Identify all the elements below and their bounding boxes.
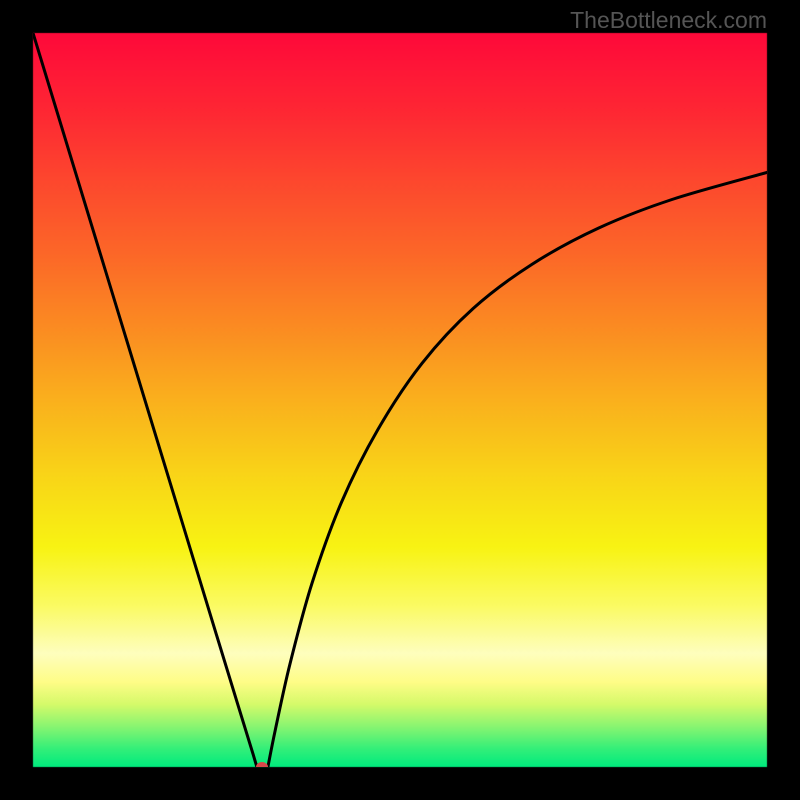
watermark-text: TheBottleneck.com [570, 7, 767, 34]
gradient-background [0, 0, 800, 800]
chart-root: TheBottleneck.com [0, 0, 800, 800]
